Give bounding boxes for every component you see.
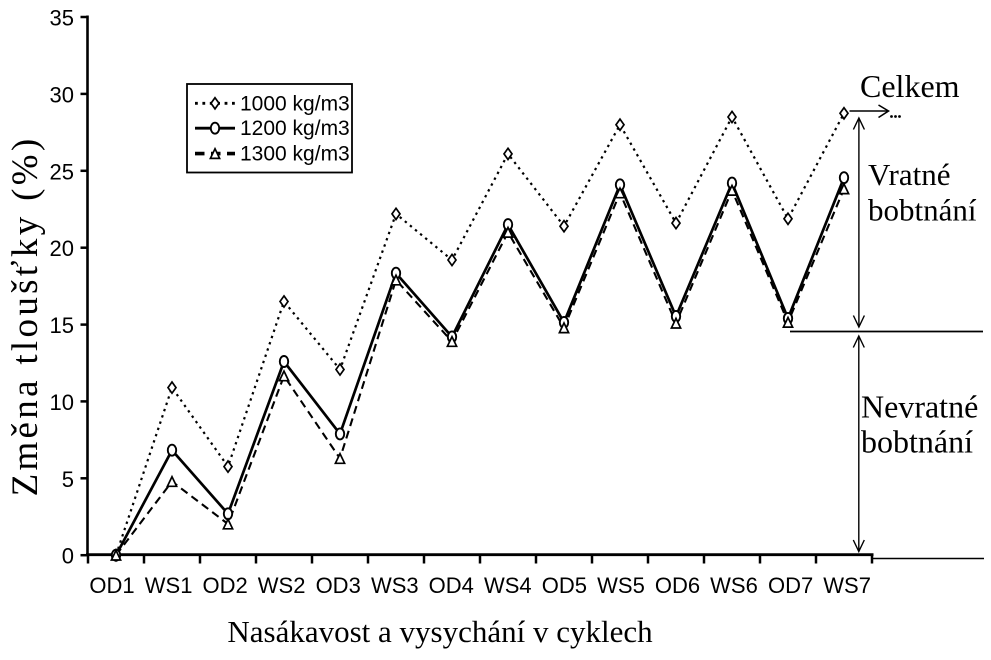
- svg-text:15: 15: [50, 313, 74, 338]
- svg-text:WS1: WS1: [145, 573, 193, 598]
- svg-text:Vratné: Vratné: [868, 157, 950, 192]
- svg-text:OD1: OD1: [89, 573, 134, 598]
- svg-text:OD2: OD2: [202, 573, 247, 598]
- svg-text:10: 10: [50, 390, 74, 415]
- svg-text:WS5: WS5: [597, 573, 645, 598]
- svg-text:Změna tloušťky (%): Změna tloušťky (%): [5, 136, 46, 497]
- svg-text:35: 35: [50, 6, 74, 31]
- svg-text:30: 30: [50, 82, 74, 107]
- svg-text:WS2: WS2: [258, 573, 306, 598]
- svg-text:OD3: OD3: [316, 573, 361, 598]
- svg-text:Nasákavost a vysychání v cykle: Nasákavost a vysychání v cyklech: [227, 614, 653, 649]
- svg-text:bobtnání: bobtnání: [868, 192, 977, 227]
- svg-text:OD5: OD5: [542, 573, 587, 598]
- svg-text:bobtnání: bobtnání: [861, 423, 973, 459]
- svg-text:5: 5: [62, 467, 74, 492]
- svg-text:OD4: OD4: [429, 573, 474, 598]
- svg-text:OD6: OD6: [655, 573, 700, 598]
- svg-text:WS3: WS3: [371, 573, 419, 598]
- svg-text:OD7: OD7: [768, 573, 813, 598]
- svg-text:WS6: WS6: [710, 573, 758, 598]
- svg-text:Celkem: Celkem: [860, 68, 960, 104]
- svg-text:Nevratné: Nevratné: [861, 389, 978, 425]
- svg-text:0: 0: [62, 544, 74, 569]
- svg-text:1200 kg/m3: 1200 kg/m3: [240, 117, 350, 140]
- svg-text:WS4: WS4: [484, 573, 532, 598]
- svg-text:1300 kg/m3: 1300 kg/m3: [240, 143, 350, 166]
- svg-text:WS7: WS7: [823, 573, 871, 598]
- svg-text:25: 25: [50, 159, 74, 184]
- svg-text:20: 20: [50, 236, 74, 261]
- svg-text:1000 kg/m3: 1000 kg/m3: [240, 92, 350, 115]
